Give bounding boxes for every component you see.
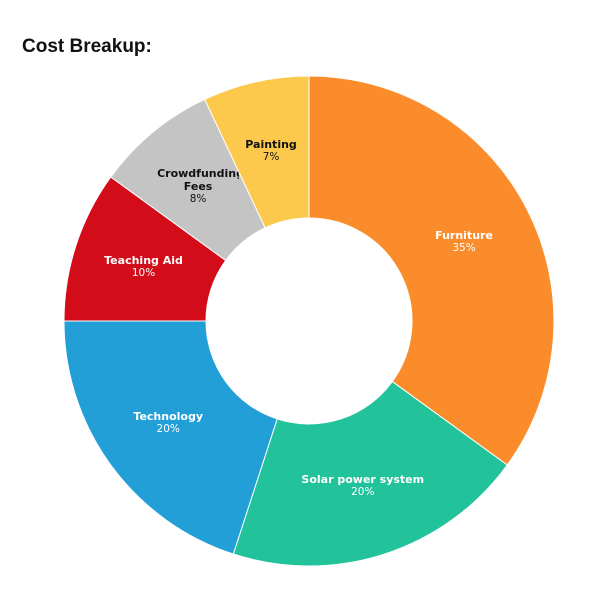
label-box: Solar power system 20% [298, 456, 428, 516]
label-box: Technology 20% [103, 393, 233, 453]
slice-name: Teaching Aid [104, 254, 183, 268]
label-box: Teaching Aid 10% [99, 237, 189, 297]
slice-value: 20% [351, 486, 375, 499]
slice-value: 8% [189, 193, 207, 206]
chart-title: Cost Breakup: [22, 36, 152, 57]
slice-value: 7% [262, 151, 280, 164]
slice [204, 75, 310, 229]
slice-name: Solar power system [301, 473, 425, 487]
slice-name: Furniture [435, 229, 493, 242]
slice-value: 35% [452, 242, 476, 254]
slice-value: 20% [156, 423, 180, 436]
label-box: Crowdfunding Fees 8% [157, 157, 239, 217]
slice [308, 75, 555, 466]
slice-name: Crowdfunding Fees [157, 167, 240, 194]
slice-name: Technology [133, 410, 204, 424]
slice [232, 380, 508, 567]
slice-value: 10% [131, 267, 156, 280]
slice-name: Painting [245, 138, 297, 152]
slice [63, 320, 278, 555]
label-box: Painting 7% [232, 121, 310, 181]
label-box: Furniture 35% [369, 212, 559, 272]
